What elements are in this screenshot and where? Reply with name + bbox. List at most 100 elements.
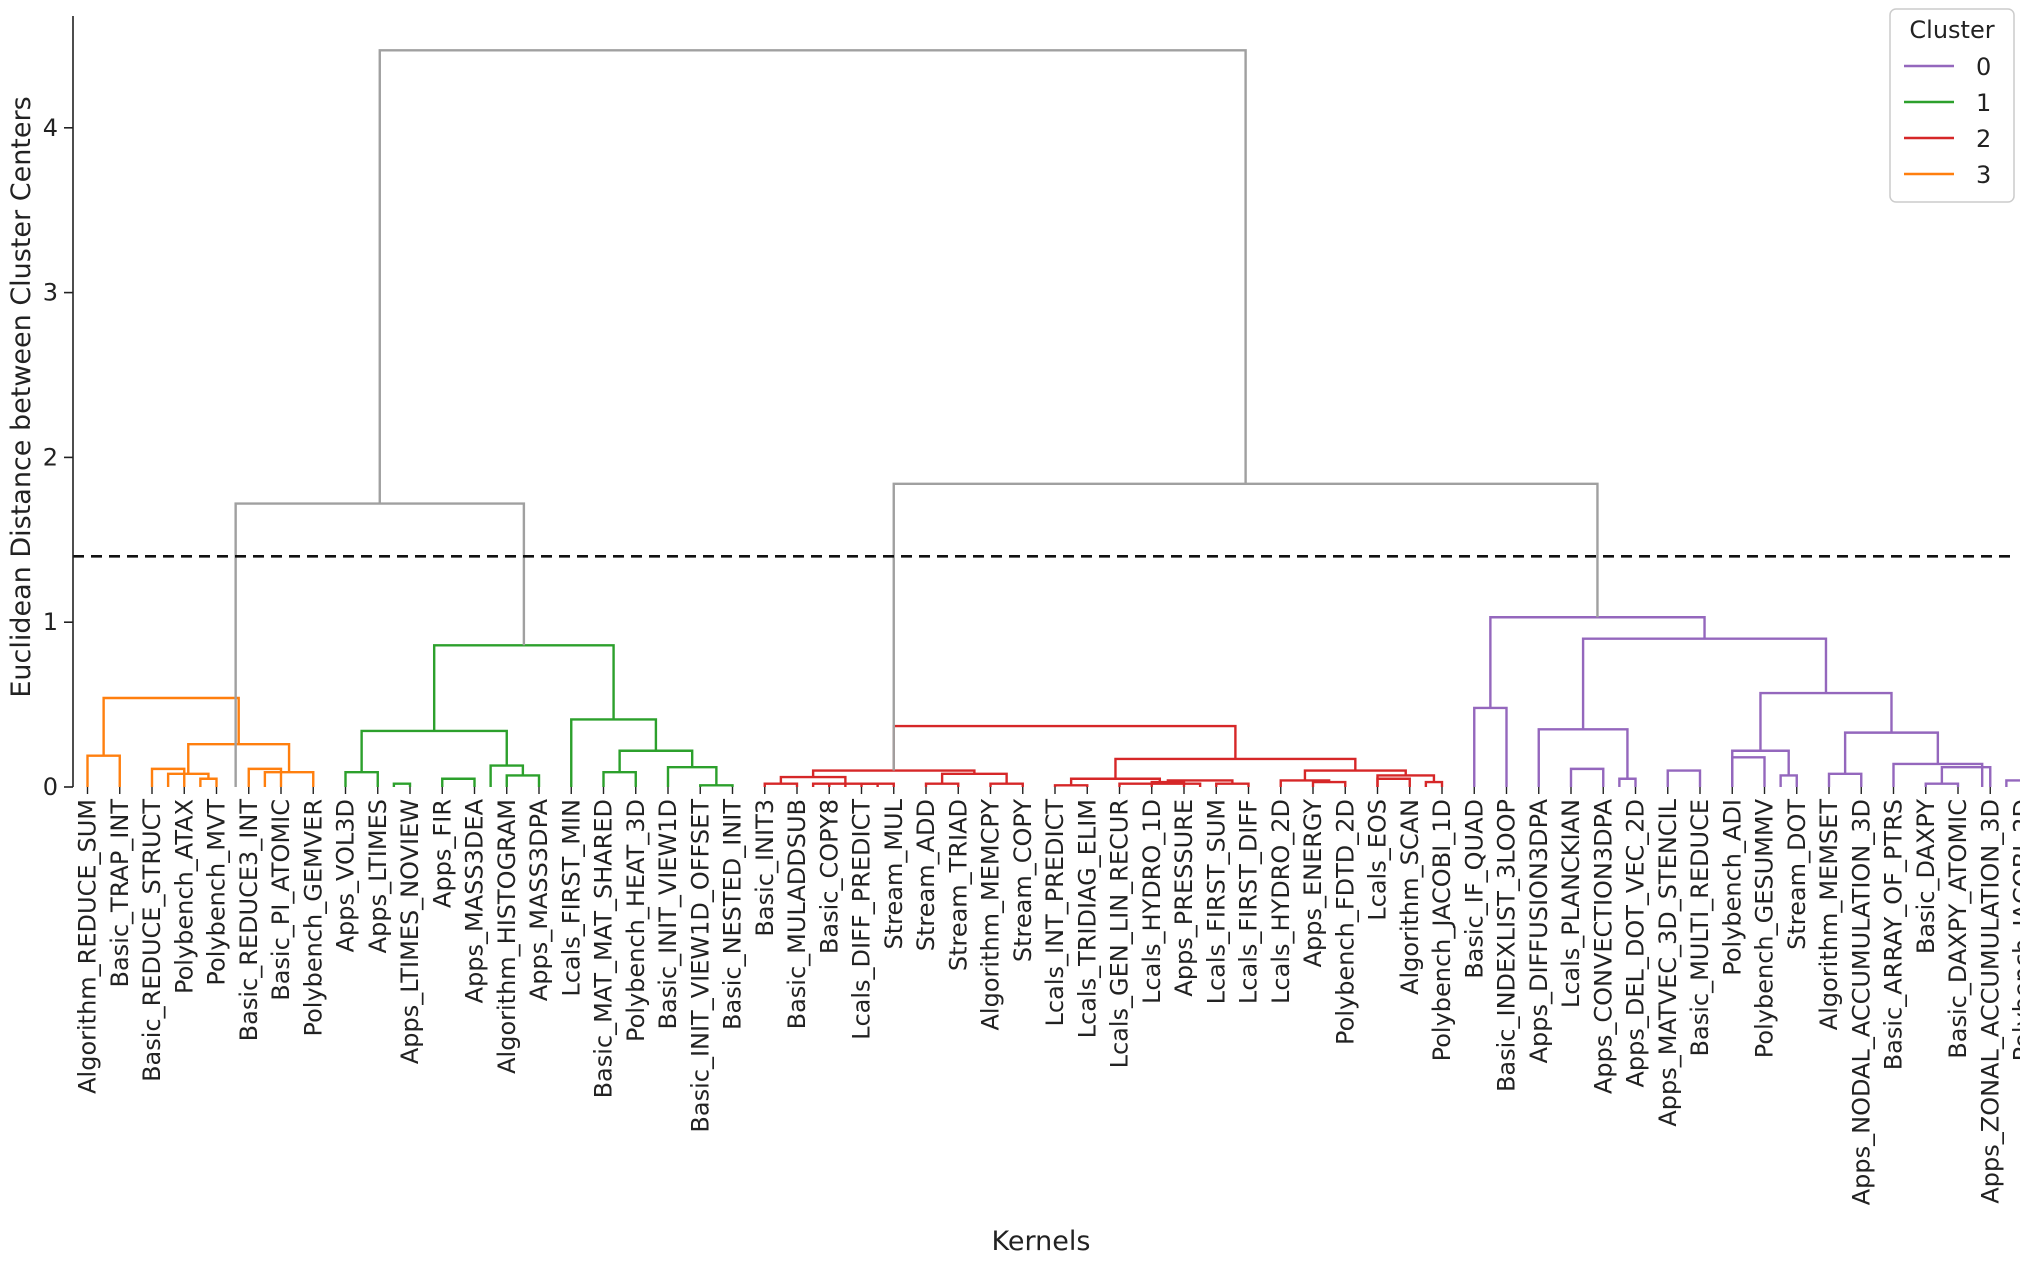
dendrogram-link (811, 782, 831, 787)
x-tick-label: Basic_INIT_VIEW1D_OFFSET (686, 799, 714, 1133)
x-tick-label: Apps_DIFFUSION3DPA (1525, 798, 1553, 1063)
x-tick-label: Apps_DEL_DOT_VEC_2D (1622, 799, 1650, 1088)
x-tick-label: Basic_REDUCE3_INT (235, 799, 263, 1042)
x-tick-label: Polybench_JACOBI_1D (1428, 799, 1456, 1061)
legend-title: Cluster (1909, 16, 1994, 44)
x-tick-label: Basic_NESTED_INIT (719, 799, 747, 1030)
dendrogram-link (1114, 757, 1357, 779)
legend-frame (1889, 8, 2015, 203)
x-tick-label: Algorithm_SCAN (1396, 799, 1424, 995)
x-tick-label: Apps_NODAL_ACCUMULATION_3D (1847, 799, 1875, 1205)
x-tick-label: Basic_INIT_VIEW1D (654, 799, 682, 1029)
dendrogram-link (432, 644, 615, 731)
x-tick-label: Apps_LTIMES (364, 799, 392, 953)
dendrogram-link (924, 782, 960, 787)
x-tick-label: Algorithm_MEMCPY (977, 799, 1005, 1031)
legend-entries: 0 1 2 3 (1904, 53, 1991, 189)
dendrogram-link (1053, 784, 1089, 787)
dendrogram-link (199, 777, 218, 787)
legend-entry-label: 1 (1976, 89, 1991, 117)
x-tick-label: Algorithm_MEMSET (1815, 799, 1843, 1031)
dendrogram-link (392, 782, 412, 787)
dendrogram-link (1759, 691, 1893, 751)
dendrogram-link (940, 772, 1008, 784)
dendrogram-link (1215, 782, 1250, 787)
x-tick-label: Lcals_FIRST_SUM (1202, 799, 1230, 1004)
x-tick-label: Lcals_HYDRO_1D (1138, 799, 1166, 1004)
dendrogram-link (892, 482, 1599, 771)
x-tick-label: Algorithm_HISTOGRAM (493, 799, 521, 1074)
x-tick-label: Lcals_FIRST_MIN (557, 799, 585, 997)
x-tick-label: Lcals_GEN_LIN_RECUR (1106, 799, 1134, 1068)
dendrogram-links (86, 49, 2020, 787)
dendrogram-link (1166, 779, 1234, 784)
x-tick-label: Basic_REDUCE_STRUCT (138, 799, 166, 1082)
dendrogram-link (1424, 780, 1444, 787)
x-tick-label: Apps_ENERGY (1299, 799, 1327, 968)
dendrogram-link (828, 782, 879, 787)
x-tick-label: Lcals_DIFF_PREDICT (848, 799, 876, 1040)
y-tick-label: 3 (43, 279, 58, 307)
y-axis-label: Euclidean Distance between Cluster Cente… (6, 96, 37, 697)
dendrogram-link (1731, 756, 1766, 787)
legend-entry-label: 2 (1976, 125, 1991, 153)
x-tick-label: Basic_INIT3 (751, 799, 779, 937)
dendrogram-link (892, 724, 1237, 771)
x-tick-label: Stream_MUL (880, 798, 908, 949)
x-axis-label: Kernels (992, 1226, 1091, 1257)
dendrogram-link (570, 718, 658, 787)
dendrogram-link (989, 782, 1024, 787)
x-tick-label: Basic_MULTI_REDUCE (1686, 799, 1714, 1056)
dendrogram-link (666, 766, 718, 787)
dendrogram-link (150, 767, 186, 787)
dendrogram-link (166, 772, 210, 787)
dendrogram-link (1537, 728, 1629, 787)
x-tick-label: Basic_DAXPY (1912, 799, 1940, 954)
dendrogram-link (102, 696, 240, 756)
dendrogram-link (378, 49, 1247, 504)
dendrogram-link (1569, 767, 1605, 787)
x-tick-label: Polybench_MVT (203, 799, 231, 986)
dendrogram-link (441, 777, 476, 787)
x-tick-label: Apps_ZONAL_ACCUMULATION_3D (1976, 799, 2004, 1204)
dendrogram-link (263, 770, 315, 787)
dendrogram-link (602, 770, 637, 787)
dendrogram-link (1666, 769, 1702, 787)
x-tick-label: Apps_FIR (428, 799, 456, 908)
x-tick-label: Apps_MASS3DEA (461, 798, 489, 1003)
y-tick-label: 0 (43, 773, 58, 801)
dendrogram-link (618, 749, 694, 773)
x-tick-label: Polybench_GESUMMV (1751, 798, 1779, 1058)
x-tick-label: Basic_PI_ATOMIC (267, 799, 295, 1001)
dendrogram-link (1581, 637, 1828, 730)
x-tick-label: Lcals_INT_PREDICT (1041, 799, 1069, 1027)
dendrogram-link (1940, 766, 1992, 787)
legend-entry-label: 3 (1976, 161, 1991, 189)
x-tick-label: Apps_LTIMES_NOVIEW (396, 799, 424, 1064)
dendrogram-link (1924, 782, 1960, 787)
x-tick-label: Basic_INDEXLIST_3LOOP (1493, 799, 1521, 1092)
x-tick-label: Polybench_ADI (1718, 799, 1746, 976)
x-tick-label: Stream_DOT (1783, 799, 1811, 950)
dendrogram-link (247, 767, 283, 787)
y-tick-label: 1 (43, 608, 58, 636)
x-tick-label: Basic_COPY8 (815, 799, 843, 954)
x-tick-label: Basic_TRAP_INT (106, 799, 134, 988)
y-tick-label: 4 (43, 114, 58, 142)
x-tick-label: Basic_MULADDSUB (783, 799, 811, 1029)
x-tick-label: Apps_MATVEC_3D_STENCIL (1654, 798, 1682, 1126)
dendrogram-link (344, 770, 379, 787)
x-tick-label: Apps_VOL3D (332, 799, 360, 952)
x-tick-label: Polybench_GEMVER (299, 799, 327, 1037)
x-tick-label: Basic_ARRAY_OF_PTRS (1880, 799, 1908, 1070)
dendrogram-link (1376, 777, 1411, 787)
dendrogram-link (1779, 774, 1798, 787)
x-tick-label: Apps_MASS3DPA (525, 798, 553, 1001)
x-tick-label: Polybench_FDTD_2D (1331, 799, 1359, 1045)
x-tick-label: Stream_TRIAD (944, 799, 972, 971)
x-tick-label: Lcals_TRIDIAG_ELIM (1073, 799, 1101, 1038)
dendrogram-link (1843, 731, 1940, 774)
dendrogram-link (2005, 779, 2020, 787)
dendrogram-link (699, 784, 734, 787)
x-tick-label: Algorithm_REDUCE_SUM (74, 799, 102, 1094)
